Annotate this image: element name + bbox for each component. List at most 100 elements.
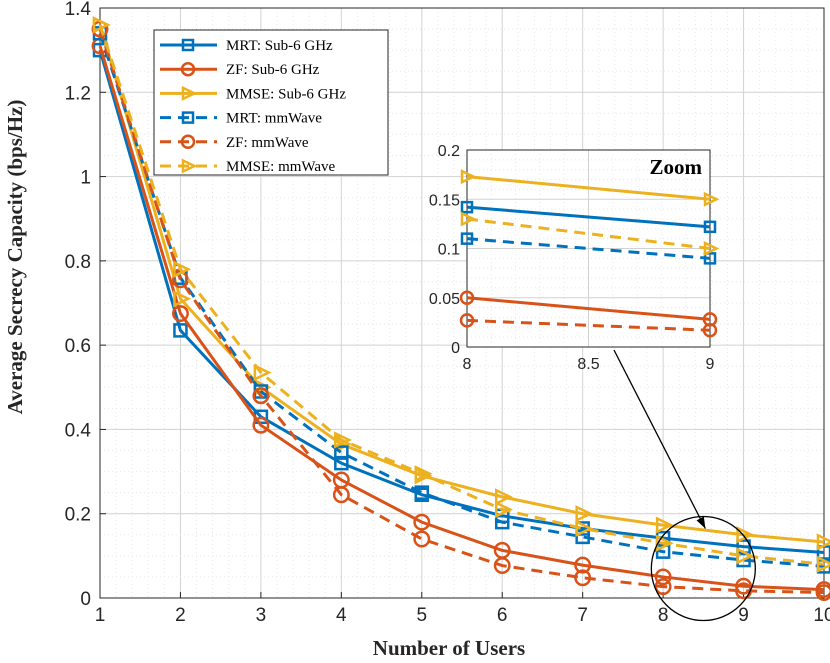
data-point <box>332 486 350 504</box>
series-line <box>466 296 711 321</box>
legend-label: ZF: mmWave <box>226 135 309 151</box>
legend-item: MMSE: mmWave <box>160 158 336 175</box>
zoom-arrow-head <box>696 516 706 529</box>
series-inset-2 <box>460 169 720 207</box>
data-point <box>574 556 592 574</box>
zoom-arrow-line <box>613 349 706 529</box>
data-point <box>171 305 189 322</box>
data-point <box>414 485 430 500</box>
data-point <box>173 290 192 308</box>
x-tick-label: 5 <box>416 605 427 626</box>
data-point <box>703 220 717 234</box>
y-tick-label: 1 <box>80 168 91 189</box>
series-line <box>466 217 711 250</box>
data-point <box>736 547 755 565</box>
series-line <box>466 175 711 201</box>
main-series <box>91 16 830 601</box>
data-point <box>654 568 672 586</box>
data-point <box>736 526 755 544</box>
legend-label: MMSE: Sub-6 GHz <box>226 86 346 102</box>
x-tick-label: 3 <box>256 605 267 626</box>
legend-marker <box>180 61 196 77</box>
data-point <box>816 555 830 573</box>
data-point <box>655 516 674 534</box>
legend-item: MRT: Sub-6 GHz <box>160 38 333 54</box>
legend-label: MRT: Sub-6 GHz <box>226 38 333 54</box>
legend-item: MMSE: Sub-6 GHz <box>160 85 346 102</box>
zoom-circle <box>650 515 756 622</box>
series-inset-5 <box>460 211 720 256</box>
inset-y-tick-label: 0.1 <box>438 242 460 259</box>
series-line <box>98 49 825 554</box>
data-point <box>575 505 594 523</box>
legend-box <box>153 29 389 176</box>
data-point <box>655 534 674 552</box>
data-point <box>460 200 474 214</box>
x-tick-label: 7 <box>577 605 588 626</box>
series-line <box>98 28 825 595</box>
series-line <box>466 237 711 260</box>
legend-item: MRT: mmWave <box>160 111 322 127</box>
y-tick-label: 0.8 <box>65 252 91 273</box>
data-point <box>703 252 717 265</box>
x-tick-label: 4 <box>336 605 347 626</box>
y-tick-label: 0.6 <box>65 336 91 357</box>
series-4 <box>91 20 830 601</box>
data-point <box>494 488 513 506</box>
y-tick-label: 0 <box>80 589 91 610</box>
series-5 <box>92 16 830 573</box>
plot-frame <box>99 7 825 599</box>
data-point <box>252 387 270 405</box>
series-line <box>466 318 711 332</box>
y-axis-label: Average Secrecy Capacity (bps/Hz) <box>3 100 27 415</box>
x-tick-label: 6 <box>497 605 508 626</box>
main-ticks: 1 2 3 4 5 6 7 8 9 10 0 0.2 0.4 0.6 0.8 1 1.2 1.4 <box>65 0 830 626</box>
data-point <box>92 16 111 34</box>
data-point <box>460 232 474 245</box>
series-line <box>98 24 825 544</box>
legend-marker <box>180 134 196 150</box>
x-tick-label: 10 <box>813 605 830 626</box>
legend-item: ZF: mmWave <box>160 134 309 151</box>
legend-label: MMSE: mmWave <box>226 159 336 175</box>
legend-marker <box>181 85 198 101</box>
data-point <box>493 557 511 574</box>
data-point <box>575 519 594 538</box>
series-line <box>98 32 825 568</box>
y-tick-label: 0.4 <box>65 420 92 441</box>
data-point <box>735 577 753 595</box>
data-point <box>173 323 188 338</box>
zoom-inset: 8 8.5 9 0 0.05 0.1 0.15 0.2 Zoom <box>429 143 720 373</box>
series-line <box>466 205 711 229</box>
data-point <box>253 363 272 382</box>
legend-marker <box>181 158 198 174</box>
data-point <box>460 211 477 227</box>
inset-x-tick-label: 9 <box>706 356 715 373</box>
inset-y-tick-label: 0.2 <box>438 143 460 160</box>
inset-y-tick-label: 0.05 <box>429 291 460 308</box>
y-tick-label: 0.2 <box>65 505 91 526</box>
data-point <box>334 445 349 460</box>
inset-y-tick-label: 0 <box>451 340 460 357</box>
series-inset-0 <box>460 200 717 234</box>
x-tick-label: 8 <box>658 605 669 626</box>
data-point <box>414 465 433 483</box>
y-tick-label: 1.2 <box>65 83 91 104</box>
data-point <box>702 323 718 338</box>
data-point <box>459 313 475 328</box>
zoom-title: Zoom <box>650 155 703 179</box>
data-point <box>413 530 431 548</box>
inset-x-tick-label: 8.5 <box>577 356 599 373</box>
data-point <box>173 260 192 278</box>
legend-marker <box>181 111 195 124</box>
data-point <box>494 500 513 519</box>
x-tick-label: 2 <box>175 605 186 626</box>
legend-label: ZF: Sub-6 GHz <box>226 62 320 78</box>
data-point <box>334 431 353 449</box>
data-point <box>460 169 477 185</box>
x-tick-label: 1 <box>95 605 106 626</box>
data-point <box>334 455 349 471</box>
series-line <box>98 45 825 592</box>
data-point <box>413 513 431 531</box>
x-axis-label: Number of Users <box>373 636 525 660</box>
